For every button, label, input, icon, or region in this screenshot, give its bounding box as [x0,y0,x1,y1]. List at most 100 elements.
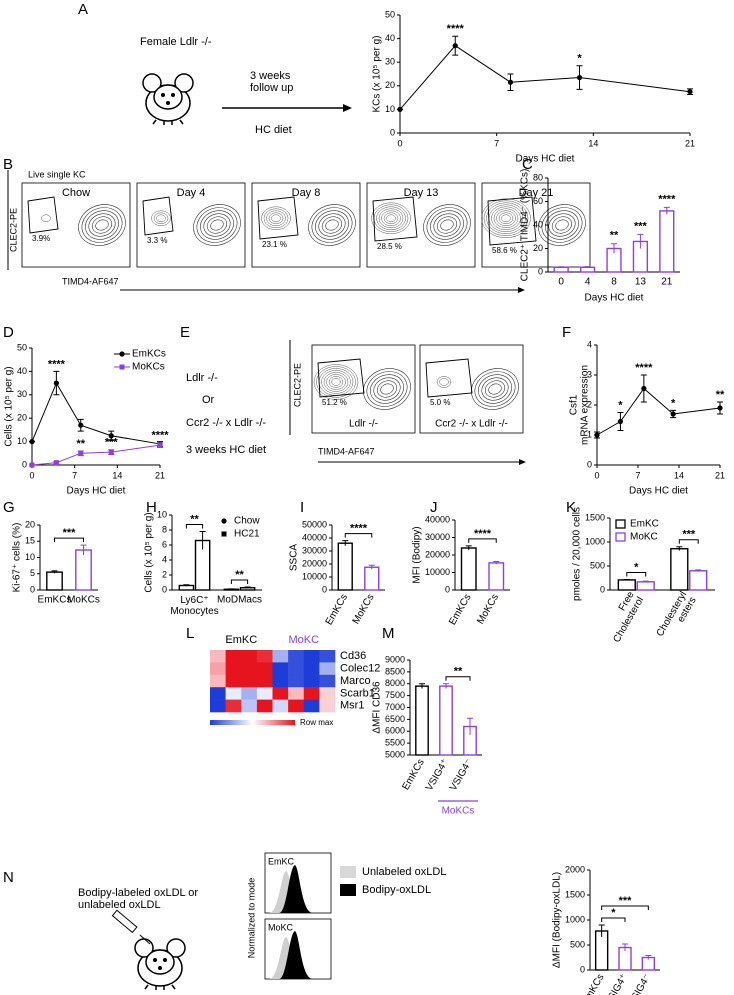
contour [555,219,569,231]
y-tick-label: 30 [17,389,27,399]
y-tick-label: 30 [385,57,395,67]
y-tick-label: 1000 [585,536,605,546]
contour [430,210,464,240]
y-tick-label: 6 [162,539,167,549]
y-tick-label: 30000 [302,545,327,555]
mouse-eye [163,958,167,962]
heatmap-cell [256,699,273,713]
data-point [53,380,59,386]
contour [493,208,519,229]
contour [156,214,166,223]
x-tick-label: VSIG4⁻ [626,972,653,995]
contour [471,368,519,410]
contour [498,212,514,225]
heatmap-cell [319,662,336,676]
contour [321,370,351,394]
heatmap-cell [272,699,289,713]
text-line: unlabeled oxLDL [78,899,161,911]
y-tick-label: 6500 [385,714,405,724]
y-tick-label: 20 [533,243,543,253]
significance: **** [658,193,676,205]
heatmap-cell [303,687,320,700]
contour [436,216,458,234]
bar [689,570,708,591]
x-tick-label: 7 [635,470,640,480]
x-tick-label: 4 [585,277,591,288]
bar [617,579,636,591]
y-tick-label: 0 [322,584,327,594]
text-line: Ly6C⁺ [180,595,208,606]
heatmap-cell [225,687,242,700]
y-tick-label: 0 [580,964,585,974]
y-axis-label: CLEC2⁺ TIMD4⁻ (%KCs) [520,169,531,282]
y-tick-label: 0 [538,266,543,276]
scale-label: Row max [300,718,333,727]
panel-letter: A [78,1,88,18]
contour [551,216,573,234]
x-tick-label: 0 [594,470,599,480]
x-tick-label: 21 [715,470,725,480]
y-tick-label: 10 [25,552,35,562]
flow-title: Day 13 [404,187,439,199]
data-point [108,449,114,455]
error-bar [493,560,500,565]
contour [318,213,346,237]
heatmap-cell [241,674,258,688]
legend-label: Chow [234,516,260,527]
contour [308,204,356,246]
contour [271,214,281,223]
y-tick-label: 10 [157,509,167,519]
text-line: Monocytes [170,606,218,617]
contour [426,207,468,243]
column-group-label: MoKC [288,634,319,646]
x-tick-label: VSIG4⁻ [448,757,475,793]
bar [636,581,655,591]
arrowhead [519,459,526,465]
bar [488,562,505,591]
error-bar [676,546,683,551]
syringe-needle [139,934,151,945]
x-tick-label: EmKCs [400,757,426,792]
contour [541,207,583,243]
panel-letter: E [180,324,190,341]
bar [460,547,477,591]
contour [268,212,284,225]
heatmap-cell [303,674,320,688]
error-bar [228,588,235,590]
mouse-nose [166,101,170,105]
x-tick-label: 13 [635,277,647,288]
contour [313,364,359,400]
row-label: Colec12 [340,663,380,675]
legend-label: MoKCs [132,362,165,373]
panel-letter: M [382,625,395,642]
contour [481,198,531,239]
y-axis-label: Cells (x 10⁵ per g) [144,512,155,592]
data-point [78,422,84,428]
y-tick-label: 15 [25,536,35,546]
legend-label: Unlabeled oxLDL [362,866,446,878]
gate-percent: 23.1 % [262,240,287,249]
x-tick-label: 0 [29,470,34,480]
contour [196,207,238,243]
contour [88,213,116,237]
panel-letter: G [3,499,15,516]
contour [326,374,346,390]
y-tick-label: 20 [17,413,27,423]
error-bar [558,266,565,268]
significance: * [634,561,639,573]
x-tick-label: EmKCs [38,595,72,606]
heatmap-cell [272,650,289,663]
y-axis-label: KCs (x 10⁵ per g) [372,36,383,113]
mouse-icon [134,938,186,990]
contour [328,376,344,388]
bar [75,549,92,591]
histogram-axis-label: Normalized to mode [246,878,256,959]
row-label: Marco [340,675,371,687]
x-tick-label: MoKCs [351,592,377,626]
condition-text: Or [202,394,215,406]
contour [203,213,231,237]
histogram-bodipy [279,931,313,979]
y-tick-label: 30000 [425,532,450,542]
heatmap-cell [210,650,226,663]
data-point [29,462,35,468]
